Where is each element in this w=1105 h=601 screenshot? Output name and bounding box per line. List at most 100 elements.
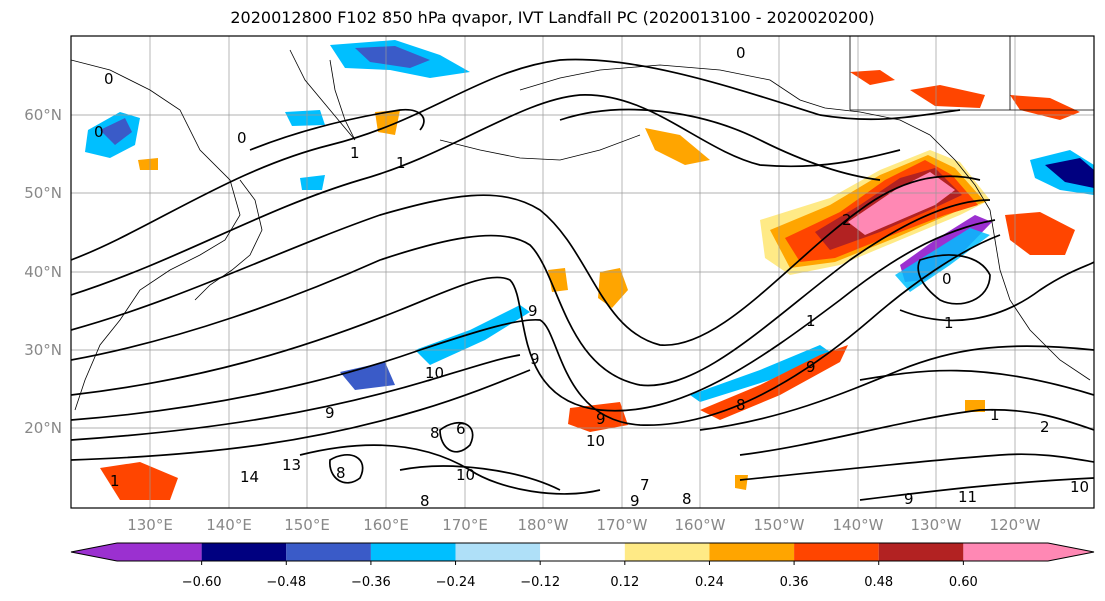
colorbar-segment	[370, 543, 456, 561]
map-area: 0 0 0 1 0 2 1 9 9 10 9 8 6 8 10 14 13 1 …	[71, 36, 1094, 510]
coast-alaska	[519, 64, 931, 136]
contour-south-7	[399, 465, 561, 491]
lon-label: 120°W	[990, 516, 1041, 534]
colorbar-tick-label: 0.36	[780, 575, 809, 590]
lon-label: 170°E	[442, 516, 488, 534]
lon-label: 160°E	[363, 516, 409, 534]
shade-orange-1	[645, 128, 710, 165]
contour-label: 13	[282, 456, 301, 474]
contour-label: 9	[530, 350, 540, 368]
lon-label: 150°W	[754, 516, 805, 534]
shade-pink-1	[848, 172, 955, 235]
shade-orange-13	[138, 158, 158, 170]
contour-label: 1	[396, 154, 406, 172]
contour-south-6	[299, 444, 601, 495]
contour-label: 9	[904, 490, 914, 508]
shade-orange-6	[1005, 212, 1075, 255]
contour-label: 0	[942, 270, 952, 288]
colorbar-segment	[878, 543, 964, 561]
contour-ne-2	[899, 261, 1094, 322]
shade-orange-3	[910, 85, 985, 108]
contour-label: 10	[425, 364, 444, 382]
shade-orange-9	[700, 345, 848, 420]
contour-label: 0	[104, 70, 114, 88]
contour-label: 9	[596, 410, 606, 428]
contour-south-1	[699, 345, 1094, 431]
contour-label: 0	[736, 44, 746, 62]
shade-orange-14	[965, 400, 985, 412]
lat-label-30n: 30°N	[24, 341, 62, 359]
contour-label: 11	[958, 488, 977, 506]
contour-label: 9	[806, 358, 816, 376]
shade-cyan-7	[285, 110, 325, 126]
coast-asia	[71, 59, 241, 411]
colorbar-tick-label: 0.60	[949, 575, 978, 590]
map-title: 2020012800 F102 850 hPa qvapor, IVT Land…	[230, 8, 875, 27]
coast-japan	[194, 179, 263, 301]
contour-label: 9	[325, 404, 335, 422]
coastlines	[71, 36, 1094, 411]
contour-label: 10	[456, 466, 475, 484]
contour-small-2	[329, 454, 364, 484]
colorbar-tick-label: −0.36	[351, 575, 391, 590]
contour-trough-1	[71, 175, 981, 346]
contour-label: 8	[430, 424, 440, 442]
lon-labels: 130°E 140°E 150°E 160°E 170°E 180°W 170°…	[127, 516, 1040, 534]
lon-label: 160°W	[675, 516, 726, 534]
contour-jet-1	[71, 234, 1001, 426]
contour-label: 1	[110, 472, 120, 490]
colorbar-tick-label: 0.12	[610, 575, 639, 590]
colorbar-segment	[709, 543, 795, 561]
lat-label-40n: 40°N	[24, 263, 62, 281]
colorbar-segment	[455, 543, 541, 561]
lat-labels: 60°N 50°N 40°N 30°N 20°N	[24, 106, 62, 437]
colorbar-segment	[794, 543, 879, 561]
contour-label: 1	[990, 406, 1000, 424]
colorbar-segment	[201, 543, 287, 561]
contour-trough-3	[71, 219, 996, 412]
colorbar-segment	[963, 543, 1048, 561]
contour-label: 8	[736, 396, 746, 414]
contour-label: 10	[586, 432, 605, 450]
shade-orange-2	[850, 70, 895, 85]
contour-label: 9	[630, 492, 640, 510]
shade-orange-4	[1010, 95, 1080, 120]
colorbar: −0.60 −0.48 −0.36 −0.24 −0.12 0.12 0.24 0.36 0.4…	[70, 542, 1095, 590]
lon-label: 130°W	[911, 516, 962, 534]
colorbar-tick-label: −0.60	[182, 575, 222, 590]
qvapor-shading	[85, 40, 1094, 500]
contour-label: 0	[237, 129, 247, 147]
shade-orange-10	[568, 402, 628, 432]
colorbar-tick-label: −0.24	[436, 575, 476, 590]
lat-label-60n: 60°N	[24, 106, 62, 124]
contour-label: 1	[944, 314, 954, 332]
shade-blue-4	[340, 362, 395, 390]
contour-label: 9	[528, 302, 538, 320]
colorbar-tick-label: −0.48	[266, 575, 306, 590]
contour-label: 2	[1040, 418, 1050, 436]
shade-navy-1	[1045, 158, 1094, 188]
shade-orange-7	[598, 268, 628, 308]
colorbar-segment	[117, 543, 202, 561]
shade-cyan-3	[895, 228, 990, 292]
contour-label: 8	[336, 464, 346, 482]
colorbar-segment	[624, 543, 710, 561]
contour-label: 1	[350, 144, 360, 162]
contour-label: 1	[806, 312, 816, 330]
contour-label: 2	[842, 211, 852, 229]
contour-south-2	[859, 369, 1094, 396]
lat-label-20n: 20°N	[24, 419, 62, 437]
contour-south-3	[739, 408, 1094, 456]
colorbar-extend-high	[1048, 543, 1094, 561]
contour-nw-1	[249, 108, 425, 151]
contour-south-4	[739, 453, 1094, 481]
contour-ridge-2	[71, 94, 901, 296]
map-frame	[70, 35, 1095, 509]
lon-label: 170°W	[597, 516, 648, 534]
colorbar-extend-low	[71, 543, 117, 561]
colorbar-tick-label: 0.24	[695, 575, 724, 590]
contour-trough-2	[71, 199, 991, 387]
colorbar-segment	[286, 543, 371, 561]
shade-blue-1	[355, 46, 430, 68]
